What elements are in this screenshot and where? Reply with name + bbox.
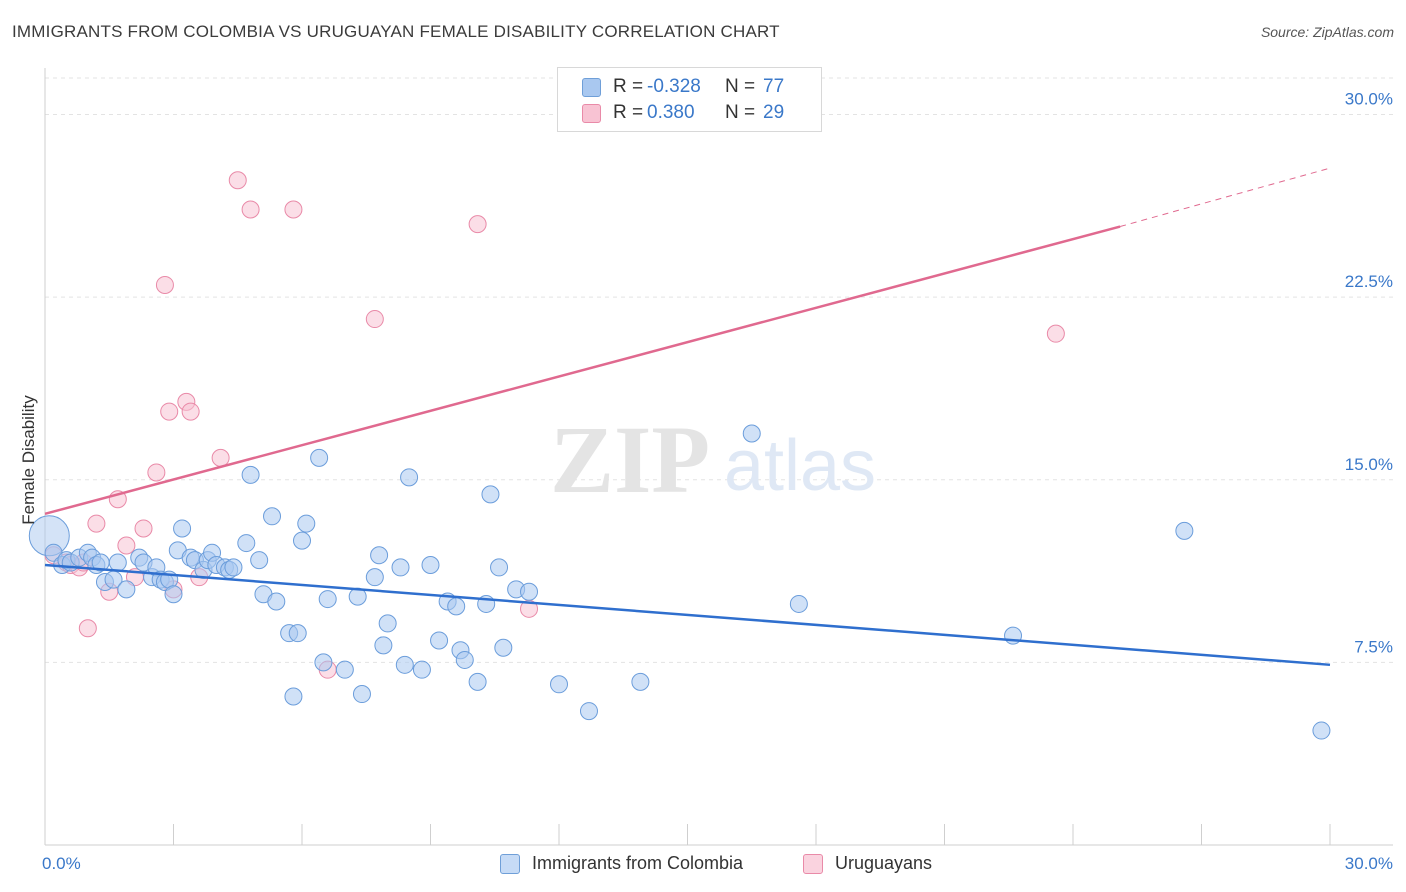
data-point-colombia — [310, 448, 329, 467]
legend-swatch-colombia — [582, 77, 601, 97]
y-axis-label: Female Disability — [19, 395, 38, 525]
data-point-colombia — [550, 675, 568, 694]
series-label-colombia: Immigrants from Colombia — [532, 853, 744, 873]
data-point-colombia — [173, 519, 192, 538]
data-point-colombia — [789, 594, 808, 613]
data-point-colombia — [352, 685, 371, 704]
y-tick-label: 30.0% — [1345, 90, 1393, 109]
correlation-legend: R = -0.328 N = 77 R = 0.380 N = 29 — [557, 67, 822, 132]
data-point-colombia — [742, 424, 761, 443]
series-legend-uruguayans: Uruguayans — [803, 853, 932, 874]
data-point-colombia — [1312, 721, 1331, 740]
data-point-colombia — [481, 485, 500, 504]
data-point-uruguayans — [241, 200, 260, 219]
series-label-uruguayans: Uruguayans — [835, 853, 933, 873]
data-point-colombia — [237, 534, 256, 553]
chart-title: IMMIGRANTS FROM COLOMBIA VS URUGUAYAN FE… — [12, 22, 780, 41]
data-point-colombia — [400, 468, 419, 487]
data-point-colombia — [412, 660, 431, 679]
watermark-zip: ZIP — [550, 406, 710, 513]
data-point-uruguayans — [468, 215, 487, 234]
data-point-colombia — [284, 687, 303, 706]
data-point-colombia — [520, 582, 539, 601]
series-swatch-uruguayans — [803, 853, 823, 874]
data-point-colombia — [395, 655, 414, 674]
data-point-uruguayans — [284, 200, 303, 219]
axis-labels: 7.5% 15.0% 22.5% 30.0% 0.0% 30.0% Female Disab… — [19, 90, 1393, 873]
data-point-colombia — [224, 558, 243, 577]
data-point-uruguayans — [134, 519, 153, 538]
data-point-colombia — [468, 672, 487, 691]
y-tick-label: 22.5% — [1345, 272, 1393, 291]
data-point-colombia — [241, 465, 260, 484]
data-point-uruguayans — [1046, 324, 1065, 343]
data-point-uruguayans — [160, 402, 179, 421]
data-point-colombia — [1175, 521, 1194, 540]
series-legend: Immigrants from Colombia Uruguayans — [0, 851, 1406, 879]
legend-n-value: 29 — [763, 102, 785, 123]
data-point-colombia — [490, 558, 509, 577]
data-point-colombia — [250, 551, 269, 570]
legend-n-value: 77 — [763, 76, 785, 97]
data-point-colombia — [391, 558, 410, 577]
data-point-uruguayans — [365, 310, 384, 329]
legend-row-colombia: R = -0.328 N = 77 — [582, 75, 784, 99]
axes — [44, 68, 1393, 846]
legend-n-label: N = — [725, 76, 756, 97]
legend-swatch-uruguayans — [582, 103, 601, 123]
legend-r-value: 0.380 — [647, 102, 695, 123]
x-tick-label: 0.0% — [42, 854, 81, 873]
trend-line-uruguayans — [44, 225, 1121, 516]
data-point-colombia — [421, 555, 440, 574]
legend-r-label: R = — [613, 102, 644, 123]
legend-n-label: N = — [725, 102, 756, 123]
grid-lines — [45, 77, 1395, 663]
data-point-colombia — [263, 507, 282, 526]
data-point-colombia — [365, 568, 384, 587]
data-point-colombia — [335, 660, 354, 679]
y-tick-label: 7.5% — [1354, 637, 1393, 656]
data-point-uruguayans — [117, 536, 136, 555]
trend-line-uruguayans-extension — [1119, 167, 1331, 228]
legend-r-value: -0.328 — [647, 76, 701, 97]
legend-row-uruguayans: R = 0.380 N = 29 — [582, 101, 784, 125]
data-point-colombia — [579, 702, 598, 721]
trend-line-colombia — [44, 563, 1331, 667]
data-point-colombia — [631, 672, 650, 691]
data-point-uruguayans — [155, 275, 174, 294]
data-point-uruguayans — [181, 402, 200, 421]
data-point-uruguayans — [87, 514, 106, 533]
data-point-colombia — [447, 597, 466, 616]
data-point-uruguayans — [228, 171, 247, 190]
data-point-colombia — [314, 653, 333, 672]
y-tick-label: 15.0% — [1345, 455, 1393, 474]
data-point-colombia — [108, 553, 127, 572]
data-point-uruguayans — [78, 619, 97, 638]
x-tick-label: 30.0% — [1345, 854, 1393, 873]
data-point-colombia — [455, 650, 474, 669]
data-point-colombia — [370, 546, 389, 565]
data-point-colombia — [267, 592, 286, 611]
data-point-colombia — [117, 580, 136, 599]
data-point-colombia — [288, 624, 307, 643]
series-legend-colombia: Immigrants from Colombia — [500, 853, 743, 874]
data-point-colombia — [297, 514, 316, 533]
series-swatch-colombia — [500, 853, 520, 874]
data-point-colombia — [378, 614, 397, 633]
data-point-colombia — [164, 585, 183, 604]
data-point-colombia — [374, 636, 393, 655]
data-point-uruguayans — [147, 463, 166, 482]
data-point-colombia — [318, 590, 337, 609]
legend-r-label: R = — [613, 76, 644, 97]
trend-lines — [44, 167, 1331, 667]
chart-source: Source: ZipAtlas.com — [1260, 24, 1394, 40]
data-point-colombia — [293, 531, 311, 550]
watermark: ZIP atlas — [550, 406, 876, 513]
data-point-colombia — [494, 638, 513, 657]
data-point-colombia — [430, 631, 449, 650]
data-point-uruguayans — [211, 448, 230, 467]
